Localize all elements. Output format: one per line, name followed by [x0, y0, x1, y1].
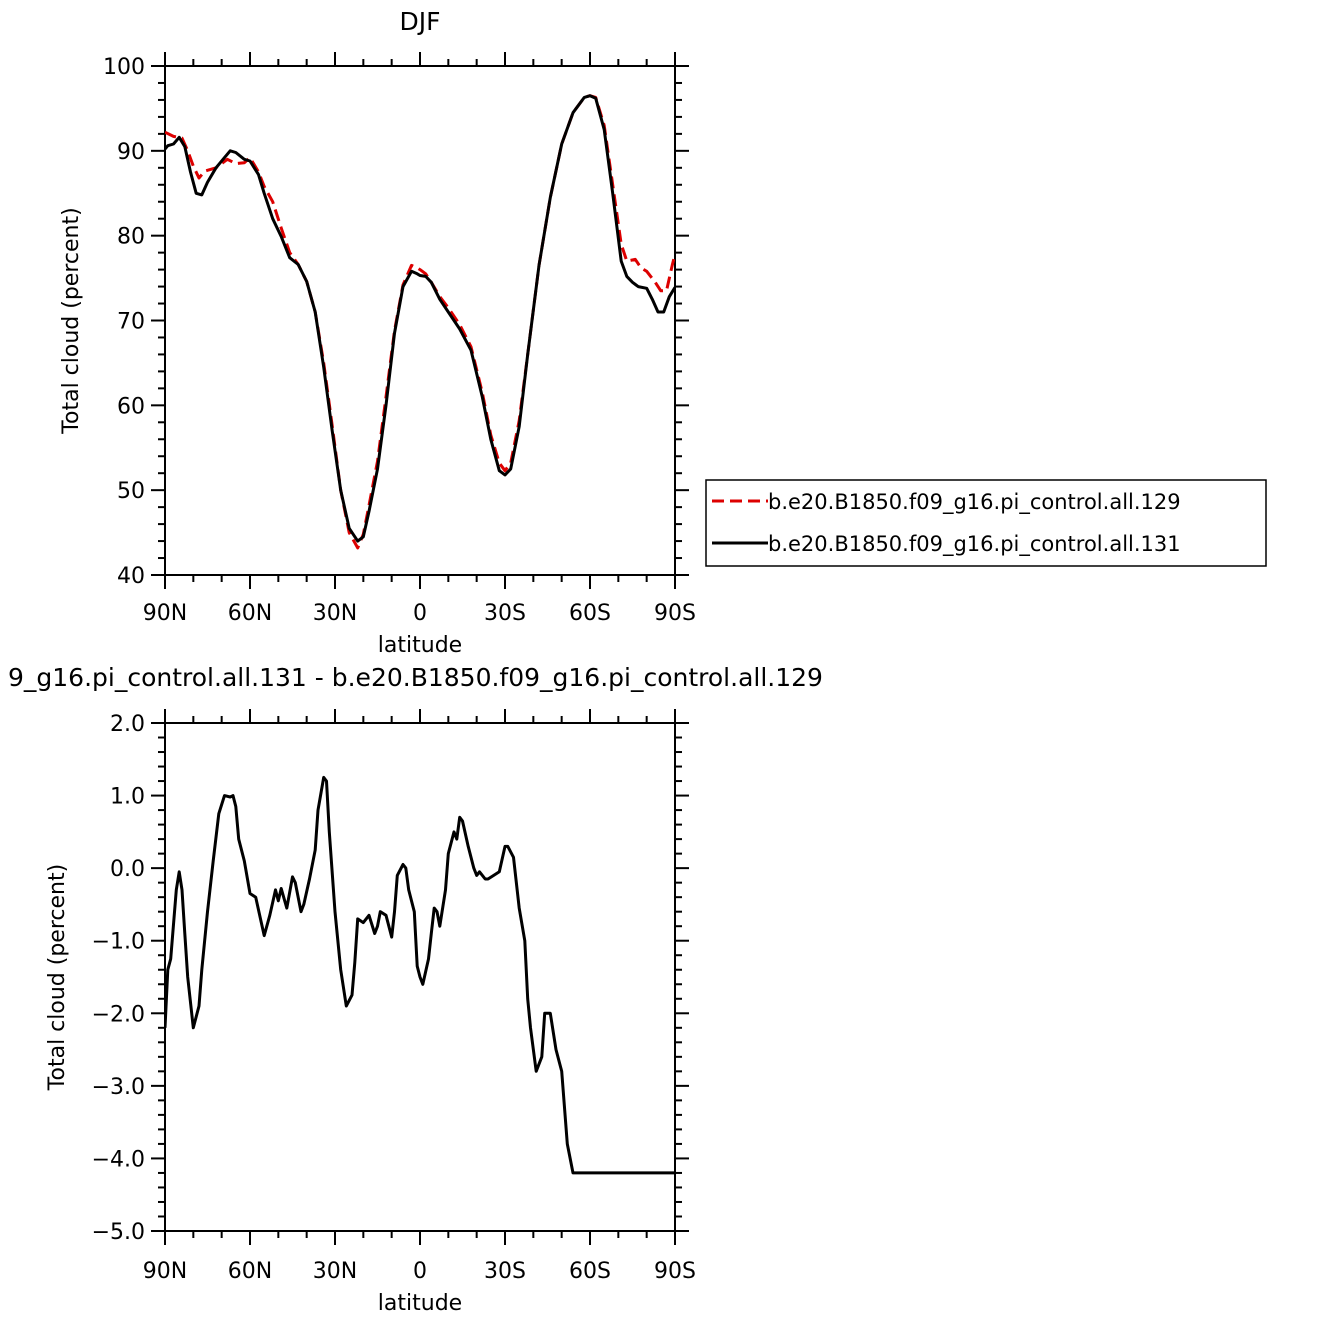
y-tick-label: 60 [117, 394, 145, 419]
x-tick-label: 30S [484, 1259, 526, 1284]
legend-label: b.e20.B1850.f09_g16.pi_control.all.131 [768, 532, 1181, 557]
y-tick-label: −4.0 [92, 1147, 145, 1172]
series-line [165, 94, 675, 543]
x-tick-label: 30N [313, 601, 357, 626]
x-tick-label: 60S [569, 1259, 611, 1284]
x-tick-label: 60S [569, 601, 611, 626]
plot-frame [164, 65, 676, 576]
y-tick-label: −5.0 [92, 1220, 145, 1245]
x-tick-label: 60N [228, 601, 272, 626]
y-tick-label: 70 [117, 310, 145, 335]
y-tick-label: 50 [117, 479, 145, 504]
legend-box [705, 479, 1267, 567]
chart-title: 9_g16.pi_control.all.131 - b.e20.B1850.f… [8, 663, 823, 692]
top-panel: DJF 40 50 60 70 80 90 100 90N 60N 30N 0 30S 60S 90S lat… [59, 7, 1267, 658]
y-axis-label: Total cloud (percent) [59, 207, 84, 434]
series-line [165, 94, 675, 550]
x-tick-label: 90S [654, 601, 696, 626]
y-tick-label: 0.0 [110, 857, 145, 882]
x-tick-label: 30N [313, 1259, 357, 1284]
y-tick-label: −2.0 [92, 1002, 145, 1027]
y-tick-label: 2.0 [110, 712, 145, 737]
y-axis-label: Total cloud (percent) [45, 864, 70, 1091]
y-tick-label: 90 [117, 140, 145, 165]
y-tick-label: −3.0 [92, 1075, 145, 1100]
x-tick-label: 90S [654, 1259, 696, 1284]
x-axis-label: latitude [378, 1291, 462, 1316]
y-tick-label: 100 [103, 55, 145, 80]
bottom-panel: 9_g16.pi_control.all.131 - b.e20.B1850.f… [8, 663, 823, 1316]
series-line [165, 775, 675, 1175]
y-tick-label: 80 [117, 225, 145, 250]
x-tick-label: 0 [413, 1259, 427, 1284]
y-tick-label: 40 [117, 564, 145, 589]
x-tick-label: 0 [413, 601, 427, 626]
x-tick-label: 90N [143, 1259, 187, 1284]
chart-title: DJF [399, 7, 440, 36]
x-tick-label: 30S [484, 601, 526, 626]
x-tick-label: 90N [143, 601, 187, 626]
y-tick-label: −1.0 [92, 930, 145, 955]
x-tick-label: 60N [228, 1259, 272, 1284]
x-axis-label: latitude [378, 633, 462, 658]
legend-label: b.e20.B1850.f09_g16.pi_control.all.129 [768, 490, 1181, 515]
y-tick-label: 1.0 [110, 785, 145, 810]
